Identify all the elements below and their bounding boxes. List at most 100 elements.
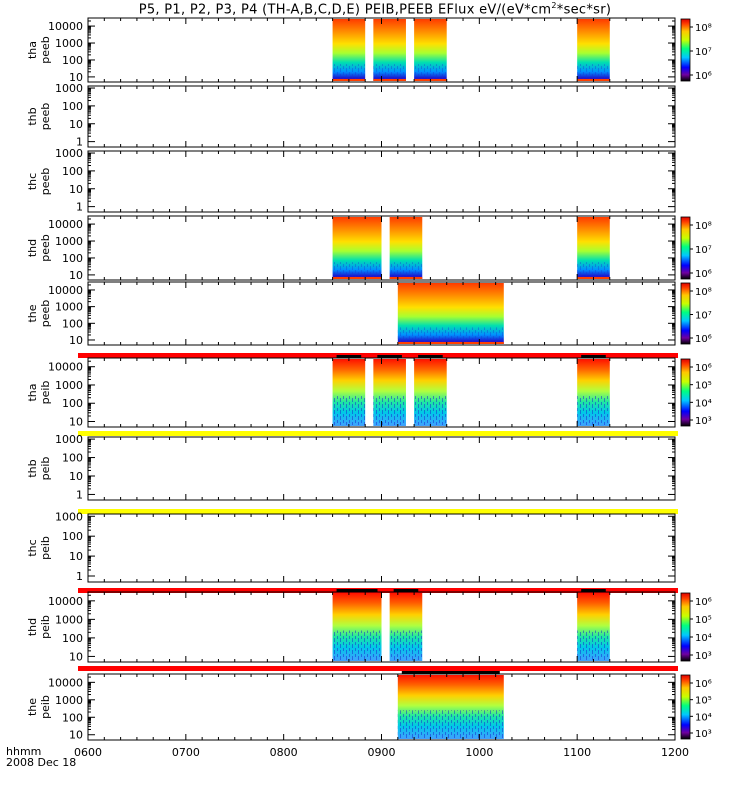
colorbar-tick-label: 10⁷ (695, 311, 712, 322)
y-tick-label: 10 (69, 183, 83, 196)
spectrogram-noise (332, 64, 366, 80)
y-label-probe: tha (26, 383, 39, 401)
y-label-probe: thc (26, 539, 39, 556)
panel-tha-peib: 10 100 1000 10000 tha peib 10⁶ 10⁵ 10⁴ 10³ (26, 353, 712, 429)
y-tick-label: 100 (62, 632, 83, 645)
y-tick-label: 100 (62, 711, 83, 724)
y-tick-label: 10000 (48, 218, 83, 231)
y-tick-label: 10 (69, 470, 83, 483)
status-bar (78, 588, 678, 593)
panel-thc-peeb: 1 10 100 1000 thc peeb (26, 147, 676, 214)
y-tick-label: 10000 (48, 595, 83, 608)
data-flag-bar (418, 355, 443, 358)
colorbar (680, 282, 691, 345)
data-flag-bar (336, 589, 378, 592)
colorbar-tick-label: 10⁸ (695, 221, 712, 232)
y-tick-label: 10 (69, 71, 83, 84)
panel-thc-peib: 1 10 100 1000 thc peib (26, 509, 678, 583)
y-label-probe: thb (26, 107, 39, 125)
figure-title: P5, P1, P2, P3, P4 (TH-A,B,C,D,E) PEIB,P… (138, 1, 612, 18)
colorbar-tick-label: 10⁷ (695, 47, 712, 58)
y-tick-label: 1 (76, 136, 83, 149)
x-tick-label: 0800 (270, 746, 298, 759)
colorbar-tick-label: 10⁴ (695, 398, 712, 409)
y-label-probe: tha (26, 41, 39, 59)
y-label-product: peeb (39, 36, 52, 64)
y-label-product: peib (39, 457, 52, 481)
y-label-product: peeb (39, 300, 52, 328)
low-energy-edge (397, 342, 504, 344)
colorbar-tick-label: 10⁴ (695, 712, 712, 723)
spectrogram-noise (577, 262, 610, 278)
panel-thb-peib: 1 10 100 1000 thb peib (26, 431, 678, 501)
panel-the-peeb: 10 100 1000 10000 the peeb 10⁸ 10⁷ 10⁶ (26, 281, 712, 347)
spectrogram-noise (389, 262, 423, 278)
spectrogram-noise (373, 64, 406, 80)
y-tick-label: 10 (69, 334, 83, 347)
y-tick-label: 10 (69, 118, 83, 131)
y-tick-label: 1000 (55, 613, 83, 626)
data-flag-bar (581, 355, 606, 358)
y-label-probe: thd (26, 618, 39, 636)
colorbar-tick-label: 10⁴ (695, 633, 712, 644)
y-label-product: peib (39, 536, 52, 560)
y-label-product: peib (39, 381, 52, 405)
y-tick-label: 1000 (55, 82, 83, 95)
x-tick-label: 0700 (172, 746, 200, 759)
data-flag-bar (393, 589, 419, 592)
y-tick-label: 100 (62, 452, 83, 465)
spectrogram-noise (577, 395, 610, 425)
y-tick-label: 1 (76, 570, 83, 583)
panel-frame (87, 436, 676, 501)
spectrogram-noise (577, 630, 610, 660)
y-tick-label: 10 (69, 269, 83, 282)
x-tick-label: 1100 (563, 746, 591, 759)
y-tick-label: 100 (62, 165, 83, 178)
panel-frame (87, 150, 676, 213)
panel-frame (87, 673, 676, 741)
colorbar (680, 18, 691, 82)
data-flag-bar (336, 355, 362, 358)
y-label-product: peeb (39, 234, 52, 262)
y-tick-label: 1000 (55, 510, 83, 523)
footer-date-label: 2008 Dec 18 (6, 756, 77, 769)
spectrogram-noise (332, 630, 382, 660)
panel-thd-peeb: 10 100 1000 10000 thd peeb 10⁸ 10⁷ 10⁶ (26, 215, 712, 282)
colorbar-tick-label: 10⁶ (695, 597, 712, 608)
x-tick-label: 1000 (465, 746, 493, 759)
y-tick-label: 100 (62, 54, 83, 67)
y-label-probe: the (26, 698, 39, 716)
y-tick-label: 10000 (48, 20, 83, 33)
footer-var-label: hhmm (6, 745, 42, 758)
y-tick-label: 100 (62, 397, 83, 410)
colorbar-tick-label: 10⁵ (695, 615, 712, 626)
panel-frame (87, 513, 676, 583)
colorbar-tick-label: 10³ (695, 651, 712, 662)
y-label-product: peib (39, 615, 52, 639)
colorbar (680, 358, 691, 427)
colorbar-tick-label: 10⁸ (695, 23, 712, 34)
data-flag-bar (377, 355, 402, 358)
status-bar (78, 431, 678, 436)
y-tick-label: 10 (69, 729, 83, 742)
y-label-probe: thd (26, 239, 39, 257)
data-flag-bar (581, 589, 606, 592)
x-tick-label: 0900 (368, 746, 396, 759)
y-tick-label: 10000 (48, 676, 83, 689)
colorbar (680, 592, 691, 662)
y-tick-label: 10 (69, 550, 83, 563)
y-label-probe: thc (26, 173, 39, 190)
spectrogram-noise (414, 395, 447, 425)
colorbar-tick-label: 10⁶ (695, 363, 712, 374)
y-tick-label: 1000 (55, 433, 83, 446)
y-tick-label: 100 (62, 252, 83, 265)
panel-frame (87, 281, 676, 346)
x-tick-label: 1200 (661, 746, 689, 759)
colorbar (680, 216, 691, 280)
y-tick-label: 1000 (55, 694, 83, 707)
panel-thb-peeb: 1 10 100 1000 thb peeb (26, 82, 676, 149)
colorbar-tick-label: 10⁶ (695, 334, 712, 345)
y-tick-label: 1000 (55, 37, 83, 50)
panel-tha-peeb: 10 100 1000 10000 tha peeb 10⁸ 10⁷ 10⁶ (26, 17, 712, 84)
